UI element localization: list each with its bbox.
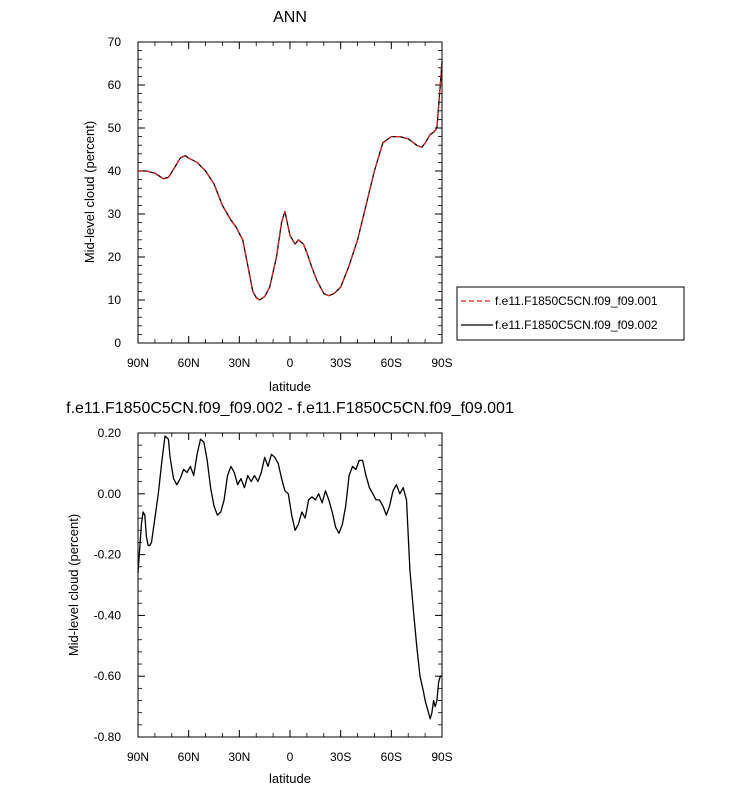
top-chart-y-tick-label: 50 xyxy=(108,121,122,135)
bottom-chart-y-tick-label: 0.20 xyxy=(98,426,122,440)
top-chart-y-tick-label: 60 xyxy=(108,78,122,92)
bottom-chart-x-tick-label: 0 xyxy=(287,750,294,764)
bottom-chart-x-tick-label: 60S xyxy=(381,750,402,764)
top-chart-x-tick-label: 90N xyxy=(127,356,149,370)
top-chart-y-axis-label: Mid-level cloud (percent) xyxy=(82,121,97,263)
top-chart-x-tick-label: 90S xyxy=(431,356,452,370)
top-chart-frame xyxy=(137,41,443,344)
legend-label-series-2: f.e11.F1850C5CN.f09_f09.002 xyxy=(495,318,658,332)
bottom-chart-x-tick-label: 90S xyxy=(431,750,452,764)
top-chart-y-tick-label: 30 xyxy=(108,207,122,221)
top-chart-x-tick-label: 0 xyxy=(287,356,294,370)
top-chart-x-tick-label: 60S xyxy=(381,356,402,370)
legend-box xyxy=(456,286,685,341)
top-chart-y-tick-label: 40 xyxy=(108,164,122,178)
legend-label-series-1: f.e11.F1850C5CN.f09_f09.001 xyxy=(495,294,658,308)
bottom-chart-y-tick-label: -0.80 xyxy=(94,730,122,744)
bottom-chart-y-tick-label: -0.40 xyxy=(94,608,122,622)
bottom-chart-x-tick-label: 30S xyxy=(330,750,351,764)
bottom-chart-x-axis-label: latitude xyxy=(269,771,311,786)
top-chart-x-tick-label: 30N xyxy=(228,356,250,370)
top-chart-y-tick-label: 10 xyxy=(108,293,122,307)
top-chart-y-tick-label: 70 xyxy=(108,35,122,49)
bottom-chart-title: f.e11.F1850C5CN.f09_f09.002 - f.e11.F185… xyxy=(66,400,514,417)
bottom-chart-series-line-1 xyxy=(137,435,442,720)
top-chart-x-axis-label: latitude xyxy=(269,379,311,394)
bottom-chart: f.e11.F1850C5CN.f09_f09.002 - f.e11.F185… xyxy=(66,400,514,786)
bottom-chart-y-axis-label: Mid-level cloud (percent) xyxy=(66,514,81,656)
bottom-chart-x-tick-label: 60N xyxy=(178,750,200,764)
legend: f.e11.F1850C5CN.f09_f09.001 f.e11.F1850C… xyxy=(456,286,685,341)
top-chart-title: ANN xyxy=(273,9,307,26)
bottom-chart-x-tick-label: 30N xyxy=(228,750,250,764)
bottom-chart-frame xyxy=(137,432,443,738)
bottom-chart-y-tick-label: 0.00 xyxy=(98,487,122,501)
top-chart-y-tick-label: 0 xyxy=(114,336,121,350)
top-chart-x-tick-label: 30S xyxy=(330,356,351,370)
bottom-chart-x-tick-label: 90N xyxy=(127,750,149,764)
top-chart-series-line-2 xyxy=(138,61,443,301)
bottom-chart-y-tick-label: -0.20 xyxy=(94,548,122,562)
bottom-chart-y-tick-label: -0.60 xyxy=(94,669,122,683)
top-chart-series-line-1 xyxy=(138,61,443,301)
top-chart-x-tick-label: 60N xyxy=(178,356,200,370)
top-chart-y-tick-label: 20 xyxy=(108,250,122,264)
